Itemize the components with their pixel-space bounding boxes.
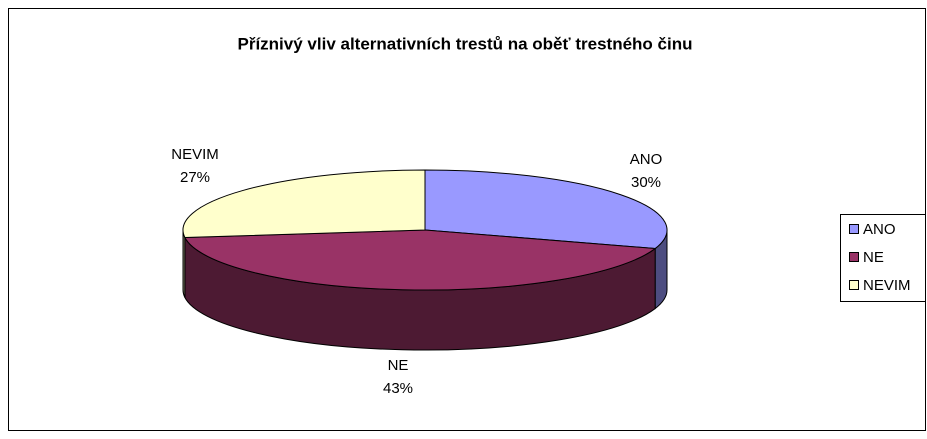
pie-slice <box>424 169 668 250</box>
pie-slice-side <box>182 229 186 298</box>
legend-label: NEVIM <box>863 277 911 294</box>
legend-swatch <box>849 252 859 262</box>
data-label-value: 43% <box>383 380 413 397</box>
legend-label: NE <box>863 249 884 266</box>
legend-label: ANO <box>863 221 896 238</box>
data-label-category: NEVIM <box>171 146 219 163</box>
data-label-category: ANO <box>630 151 663 168</box>
pie-slice <box>182 169 426 239</box>
legend-swatch <box>849 224 859 234</box>
legend-swatch <box>849 280 859 290</box>
pie-slice <box>184 229 657 291</box>
data-label-value: 30% <box>631 174 661 191</box>
data-label-value: 27% <box>180 169 210 186</box>
data-label-category: NE <box>388 357 409 374</box>
chart-title: Příznivý vliv alternativních trestů na o… <box>238 34 693 53</box>
